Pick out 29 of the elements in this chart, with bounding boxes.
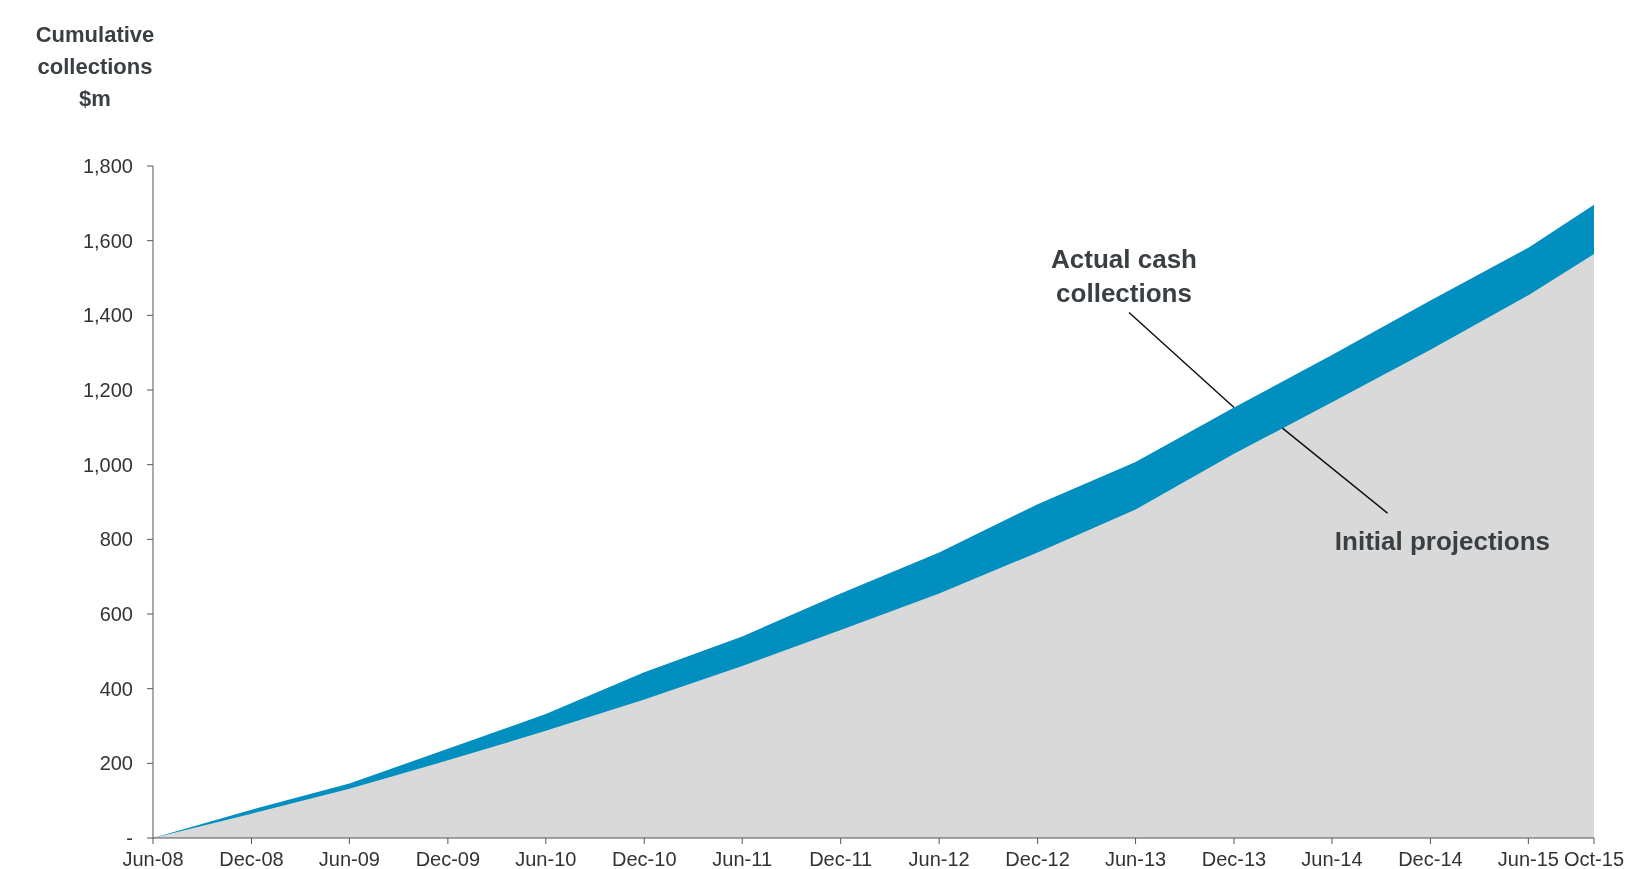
x-tick-label: Jun-11	[712, 848, 773, 869]
y-tick-label: 200	[99, 752, 133, 775]
x-tick-label: Dec-08	[219, 848, 284, 869]
x-tick-label: Dec-13	[1201, 848, 1267, 869]
x-tick-label: Jun-08	[122, 848, 184, 869]
x-tick-label: Jun-15	[1497, 848, 1559, 869]
annotation: Actual cash collections	[1051, 243, 1197, 308]
x-tick-label: Jun-13	[1104, 848, 1167, 869]
x-tick-label: Jun-10	[515, 848, 577, 869]
y-tick-label: -	[126, 827, 133, 849]
y-tick-label: 1,200	[82, 379, 133, 401]
y-tick-label: 1,600	[82, 229, 133, 252]
x-tick-label: Dec-09	[415, 848, 481, 869]
x-tick-label: Dec-14	[1398, 848, 1463, 869]
y-tick-label: 800	[99, 528, 133, 551]
x-tick-label: Dec-10	[612, 848, 677, 869]
y-tick-label: 1,400	[82, 304, 133, 327]
y-tick-label: 1,800	[82, 155, 133, 177]
x-tick-label: Dec-11	[809, 848, 873, 869]
y-tick-label: 600	[99, 603, 133, 625]
x-tick-label: Jun-14	[1301, 848, 1363, 869]
y-axis-title: Cumulative collections $m	[35, 22, 155, 111]
x-tick-label: Jun-09	[318, 848, 380, 869]
y-tick-label: 1,000	[82, 453, 133, 476]
x-tick-label: Oct-15	[1563, 848, 1625, 869]
y-tick-label: 400	[99, 677, 133, 700]
annotation: Initial projections	[1334, 526, 1551, 557]
x-tick-label: Jun-12	[908, 848, 970, 869]
x-tick-label: Dec-12	[1005, 848, 1070, 869]
